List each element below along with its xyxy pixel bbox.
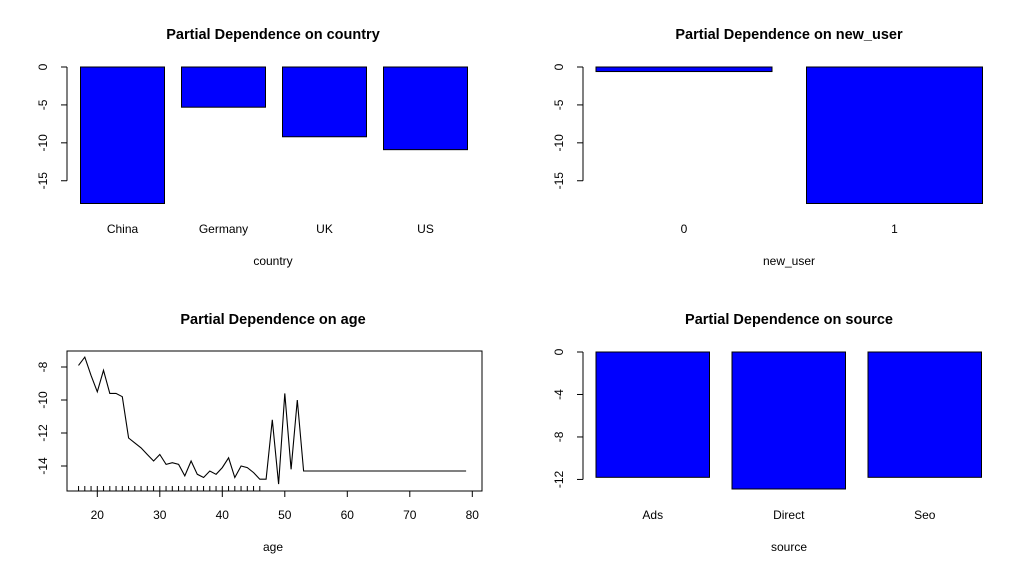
chart-title: Partial Dependence on age <box>180 312 365 328</box>
y-axis: -8 -10 -12 -14 <box>36 361 68 475</box>
bar-direct <box>731 351 846 490</box>
bar-0 <box>595 66 773 73</box>
x-tick-labels: China Germany UK US <box>107 222 434 236</box>
x-tick-labels: Ads Direct Seo <box>642 508 935 522</box>
y-tick-label: -12 <box>36 424 50 442</box>
y-axis: 0 -5 -10 -15 <box>552 63 584 190</box>
x-tick-label: US <box>417 222 434 236</box>
x-tick-label: 70 <box>403 508 417 522</box>
x-axis: 20 30 40 50 60 70 80 <box>91 490 480 522</box>
chart-new-user: Partial Dependence on new_user 0 -5 -10 -15… <box>552 27 983 268</box>
y-tick-label: -15 <box>552 172 566 190</box>
x-tick-label: Direct <box>773 508 805 522</box>
bar-china <box>80 66 165 204</box>
chart-source: Partial Dependence on source 0 -4 -8 -12 Ad… <box>552 312 982 554</box>
x-tick-label: China <box>107 222 139 236</box>
y-tick-label: -8 <box>36 361 50 372</box>
series-line <box>78 355 467 485</box>
chart-title: Partial Dependence on country <box>166 27 380 43</box>
y-tick-label: -4 <box>552 389 566 400</box>
chart-age: Partial Dependence on age -8 -10 -12 -14 20… <box>36 312 483 554</box>
bars <box>80 66 468 204</box>
x-axis-label: new_user <box>763 254 815 268</box>
x-tick-label: 1 <box>891 222 898 236</box>
x-axis-label: source <box>771 540 807 554</box>
x-tick-label: 60 <box>341 508 355 522</box>
chart-title: Partial Dependence on new_user <box>675 27 903 43</box>
y-tick-label: -8 <box>552 431 566 442</box>
bars <box>595 66 983 204</box>
x-tick-label: 40 <box>216 508 230 522</box>
y-tick-label: -10 <box>552 134 566 152</box>
x-tick-label: Seo <box>914 508 936 522</box>
chart-country: Partial Dependence on country 0-5-10-15 … <box>36 27 468 268</box>
y-tick-label: -10 <box>36 391 50 409</box>
x-axis-label: age <box>263 540 283 554</box>
x-tick-label: Germany <box>199 222 248 236</box>
plot-box <box>66 350 483 492</box>
y-axis: 0 -4 -8 -12 <box>552 348 584 488</box>
bar-germany <box>181 66 266 108</box>
y-tick-label: -10 <box>36 134 50 152</box>
y-tick-label: 0 <box>36 63 50 70</box>
bars <box>595 351 982 490</box>
bar-ads <box>595 351 710 478</box>
chart-title: Partial Dependence on source <box>685 312 893 328</box>
rug-marks <box>78 486 261 491</box>
x-tick-label: UK <box>316 222 333 236</box>
x-tick-label: 30 <box>153 508 167 522</box>
y-tick-label: -12 <box>552 470 566 488</box>
y-tick-label: -15 <box>36 172 50 190</box>
x-axis-label: country <box>253 254 292 268</box>
x-tick-label: 50 <box>278 508 292 522</box>
y-axis: 0 -5 -10 -15 <box>36 63 68 190</box>
bar-seo <box>867 351 982 478</box>
y-tick-label: -5 <box>552 99 566 110</box>
y-tick-label: -14 <box>36 457 50 475</box>
x-tick-label: 0 <box>681 222 688 236</box>
y-tick-label: 0 <box>552 348 566 355</box>
bar-1 <box>806 66 983 204</box>
x-tick-label: 80 <box>466 508 480 522</box>
bar-us <box>383 66 468 151</box>
y-tick-label: -5 <box>36 99 50 110</box>
x-tick-label: 20 <box>91 508 105 522</box>
x-tick-label: Ads <box>642 508 663 522</box>
y-tick-label: 0 <box>552 63 566 70</box>
bar-uk <box>282 66 367 138</box>
